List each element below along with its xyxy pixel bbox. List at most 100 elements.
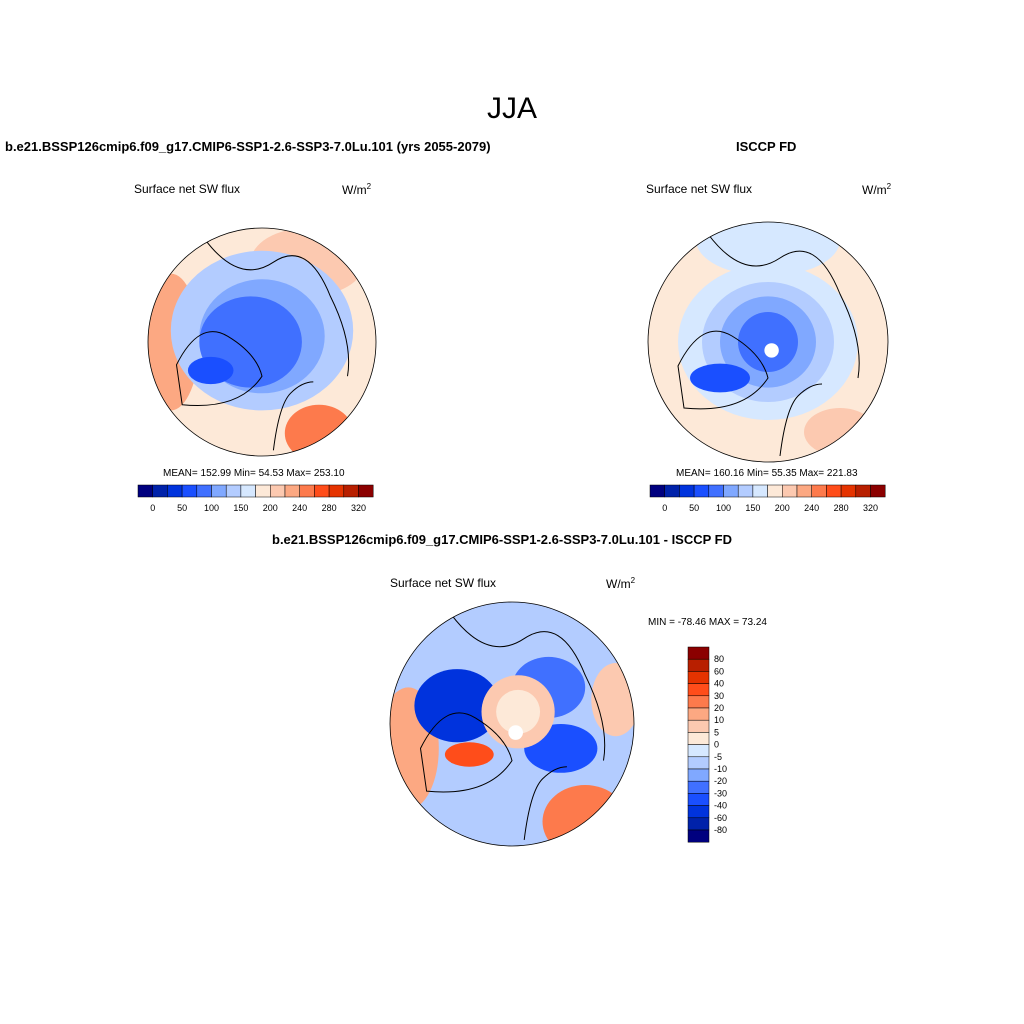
panel1-variable-label: Surface net SW flux <box>134 182 241 196</box>
field-region <box>738 312 798 372</box>
colorbar-box <box>687 817 710 831</box>
colorbar-box <box>708 484 724 498</box>
colorbar-tick-label: 280 <box>834 503 849 513</box>
panel2-title: ISCCP FD <box>736 139 797 154</box>
colorbar-tick-label: -20 <box>714 776 727 786</box>
colorbar-box <box>687 683 710 697</box>
colorbar-box <box>687 768 710 782</box>
colorbar-tick-label: 100 <box>716 503 731 513</box>
colorbar-box <box>870 484 886 498</box>
colorbar-box <box>723 484 739 498</box>
field-region <box>804 408 876 456</box>
colorbar-box <box>687 744 710 758</box>
colorbar-tick-label: 40 <box>714 679 724 689</box>
panel1-title: b.e21.BSSP126cmip6.f09_g17.CMIP6-SSP1-2.… <box>5 139 491 154</box>
colorbar-tick-label: 0 <box>150 503 155 513</box>
colorbar-box <box>196 484 212 498</box>
colorbar-box <box>687 719 710 733</box>
panel1-stats: MEAN= 152.99 Min= 54.53 Max= 253.10 <box>163 468 345 479</box>
colorbar-box <box>328 484 345 498</box>
map-boundary <box>647 221 889 463</box>
colorbar-box <box>782 484 798 498</box>
colorbar-box <box>687 829 710 843</box>
panel3-map <box>389 601 635 847</box>
colorbar-tick-label: -40 <box>714 801 727 811</box>
colorbar-tick-label: 5 <box>714 727 719 737</box>
panel1-units: W/m2 <box>342 182 372 197</box>
colorbar-box <box>284 484 300 498</box>
colorbar-tick-label: 60 <box>714 666 724 676</box>
greenland-coastline <box>677 330 769 410</box>
coastline <box>450 613 606 761</box>
colorbar-tick-label: 150 <box>233 503 248 513</box>
colorbar-box <box>811 484 827 498</box>
colorbar-box <box>225 484 242 498</box>
colorbar-tick-label: 30 <box>714 691 724 701</box>
coastline <box>707 233 860 379</box>
colorbar-box <box>343 484 359 498</box>
panel1-colorbar: 0 50 100 150 200 240 280 320 <box>137 484 374 513</box>
field-region <box>496 689 541 734</box>
colorbar-box <box>358 484 374 498</box>
panel2-colorbar: 0 50 100 150 200 240 280 320 <box>649 484 886 513</box>
colorbar-tick-label: 80 <box>714 654 724 664</box>
colorbar-box <box>181 484 198 498</box>
greenland-coastline <box>419 712 513 793</box>
colorbar-box <box>826 484 842 498</box>
coastline <box>272 381 314 451</box>
map-boundary <box>389 601 635 847</box>
colorbar-box <box>649 484 665 498</box>
colorbar-tick-label: 320 <box>863 503 878 513</box>
colorbar-tick-label: 0 <box>662 503 667 513</box>
panel3-title: b.e21.BSSP126cmip6.f09_g17.CMIP6-SSP1-2.… <box>272 532 733 547</box>
colorbar-tick-label: -10 <box>714 764 727 774</box>
greenland-coastline <box>175 331 263 406</box>
colorbar-tick-label: 280 <box>322 503 337 513</box>
colorbar-box <box>796 484 812 498</box>
colorbar-box <box>240 484 256 498</box>
colorbar-box <box>270 484 286 498</box>
colorbar-tick-label: 100 <box>204 503 219 513</box>
colorbar-box <box>693 484 710 498</box>
colorbar-box <box>211 484 227 498</box>
colorbar-tick-label: 50 <box>177 503 187 513</box>
coastline <box>204 239 350 377</box>
colorbar-tick-label: 10 <box>714 715 724 725</box>
colorbar-box <box>687 671 710 684</box>
panel2-units: W/m2 <box>862 182 892 197</box>
panel3-units: W/m2 <box>606 576 636 591</box>
field-region <box>591 663 634 737</box>
colorbar-box <box>687 805 710 819</box>
panel3-colorbar: 80 60 40 30 20 10 5 0 -5 -10 -20 -30 -40 -60 -80 <box>687 646 727 843</box>
colorbar-box <box>314 484 330 498</box>
colorbar-tick-label: -5 <box>714 752 722 762</box>
panel3-stats: MIN = -78.46 MAX = 73.24 <box>648 617 767 628</box>
colorbar-box <box>687 756 710 770</box>
colorbar-tick-label: 20 <box>714 703 724 713</box>
panel2-variable-label: Surface net SW flux <box>646 182 753 196</box>
colorbar-box <box>687 646 710 660</box>
colorbar-tick-label: 50 <box>689 503 699 513</box>
colorbar-tick-label: -30 <box>714 788 727 798</box>
colorbar-box <box>855 484 871 498</box>
colorbar-box <box>687 793 710 806</box>
coastline <box>779 383 823 457</box>
colorbar-tick-label: -80 <box>714 825 727 835</box>
pole-hole <box>764 343 779 358</box>
colorbar-box <box>679 484 695 498</box>
panel3-variable-label: Surface net SW flux <box>390 576 497 590</box>
map-boundary <box>147 227 377 457</box>
field-region <box>187 356 234 385</box>
panel2-stats: MEAN= 160.16 Min= 55.35 Max= 221.83 <box>676 468 858 479</box>
colorbar-tick-label: -60 <box>714 813 727 823</box>
colorbar-box <box>167 484 183 498</box>
colorbar-tick-label: 240 <box>292 503 307 513</box>
colorbar-tick-label: 320 <box>351 503 366 513</box>
colorbar-box <box>840 484 857 498</box>
panel1-map <box>147 227 377 457</box>
field-region <box>444 742 494 767</box>
field-region <box>284 404 354 456</box>
colorbar-tick-label: 200 <box>263 503 278 513</box>
